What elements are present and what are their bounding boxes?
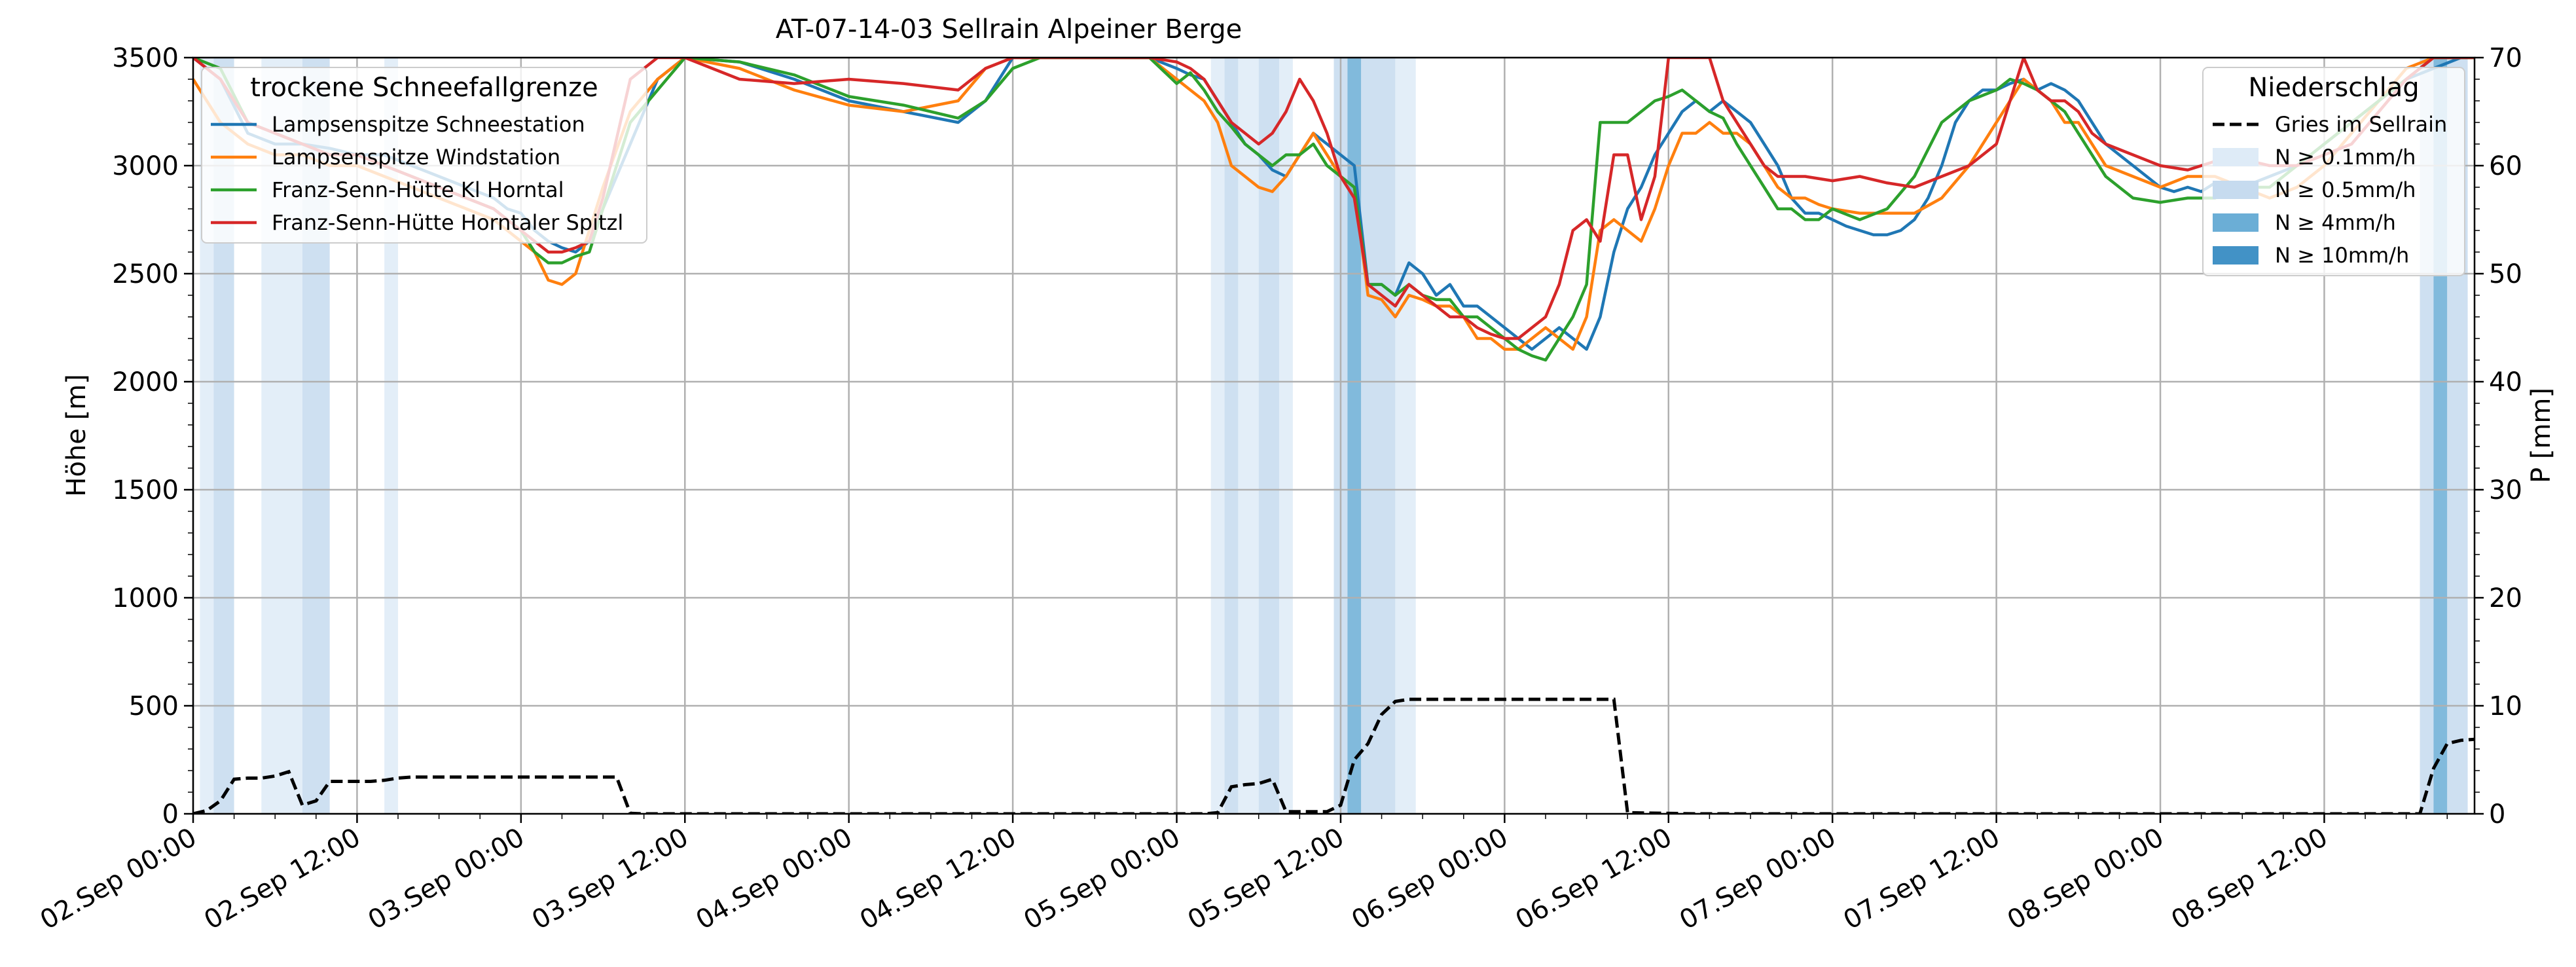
x-tick-label: 02.Sep 12:00 — [199, 822, 365, 936]
legend-left-title: trockene Schneefallgrenze — [250, 73, 598, 103]
x-tick-label: 07.Sep 00:00 — [1675, 822, 1841, 936]
legend-right-label: Gries im Sellrain — [2275, 112, 2447, 137]
precip-bands — [200, 58, 2468, 814]
y-axis-right: 0 10 20 30 40 50 60 70 — [2475, 43, 2522, 830]
legend-left: trockene Schneefallgrenze Lampsenspitze … — [201, 67, 647, 244]
x-tick-label: 05.Sep 12:00 — [1183, 822, 1349, 936]
legend-left-box — [201, 67, 647, 244]
precip-band — [1279, 58, 1293, 814]
legend-right-label: N ≥ 0.5mm/h — [2275, 177, 2416, 202]
plot-frame — [192, 56, 2476, 815]
legend-left-items: Lampsenspitze Schneestation Lampsenspitze… — [211, 112, 623, 235]
legend-right-box — [2202, 67, 2465, 276]
legend-right-label: N ≥ 10mm/h — [2275, 243, 2409, 268]
precip-band — [1224, 58, 1239, 814]
legend-left-label: Lampsenspitze Schneestation — [272, 112, 585, 137]
precip-band — [1258, 58, 1280, 814]
precip-band — [1347, 58, 1362, 814]
minor-ticks — [188, 79, 2480, 819]
legend-right: Niederschlag Gries im Sellrain N ≥ 0.1mm/… — [2202, 67, 2465, 276]
y-tick-label: 0 — [162, 799, 179, 830]
x-tick-label: 08.Sep 00:00 — [2003, 822, 2169, 936]
x-tick-label: 05.Sep 00:00 — [1019, 822, 1185, 936]
legend-right-title: Niederschlag — [2248, 73, 2419, 103]
legend-left-label: Franz-Senn-Hütte Kl Horntal — [272, 177, 564, 202]
x-tick-label: 06.Sep 00:00 — [1347, 822, 1513, 936]
x-tick-label: 03.Sep 00:00 — [363, 822, 530, 936]
y-tick-label: 2500 — [112, 259, 179, 289]
legend-right-label: N ≥ 0.1mm/h — [2275, 145, 2416, 170]
y-axis-label-left: Höhe [m] — [62, 374, 92, 496]
y-right-tick-label: 40 — [2489, 367, 2522, 397]
precip-band — [1395, 58, 1416, 814]
legend-left-label: Franz-Senn-Hütte Horntaler Spitzl — [272, 210, 623, 235]
legend-right-items: Gries im Sellrain N ≥ 0.1mm/h N ≥ 0.5mm/h N… — [2213, 112, 2447, 268]
y-right-tick-label: 0 — [2489, 799, 2505, 830]
y-right-tick-label: 50 — [2489, 259, 2522, 289]
x-tick-label: 08.Sep 12:00 — [2166, 822, 2332, 936]
y-axis-left: 0 500 1000 1500 2000 2500 3000 3500 — [112, 43, 193, 830]
y-tick-label: 1000 — [112, 583, 179, 613]
x-tick-label: 04.Sep 00:00 — [691, 822, 857, 936]
y-right-tick-label: 60 — [2489, 151, 2522, 181]
x-tick-label: 04.Sep 12:00 — [855, 822, 1021, 936]
precip-band — [1210, 58, 1225, 814]
precip-band — [1361, 58, 1396, 814]
precip-band — [1238, 58, 1259, 814]
chart-title: AT-07-14-03 Sellrain Alpeiner Berge — [776, 14, 1243, 45]
y-right-tick-label: 20 — [2489, 583, 2522, 613]
x-tick-label: 02.Sep 00:00 — [35, 822, 202, 936]
y-tick-label: 3500 — [112, 43, 179, 73]
y-right-tick-label: 30 — [2489, 475, 2522, 505]
y-right-tick-label: 70 — [2489, 43, 2522, 73]
precip-band — [200, 58, 214, 814]
y-tick-label: 2000 — [112, 367, 179, 397]
legend-right-label: N ≥ 4mm/h — [2275, 210, 2396, 235]
plot-area — [188, 56, 2480, 819]
x-tick-label: 07.Sep 12:00 — [1838, 822, 2005, 936]
x-tick-label: 03.Sep 12:00 — [527, 822, 693, 936]
precip-band — [384, 58, 399, 814]
y-tick-label: 500 — [129, 691, 179, 721]
legend-right-swatch — [2213, 181, 2259, 199]
legend-left-label: Lampsenspitze Windstation — [272, 145, 560, 170]
y-axis-label-right: P [mm] — [2526, 388, 2556, 483]
legend-right-swatch — [2213, 246, 2259, 265]
y-right-tick-label: 10 — [2489, 691, 2522, 721]
legend-right-swatch — [2213, 213, 2259, 232]
y-tick-label: 3000 — [112, 151, 179, 181]
legend-right-swatch — [2213, 148, 2259, 166]
y-tick-label: 1500 — [112, 475, 179, 505]
x-tick-label: 06.Sep 12:00 — [1511, 822, 1677, 936]
